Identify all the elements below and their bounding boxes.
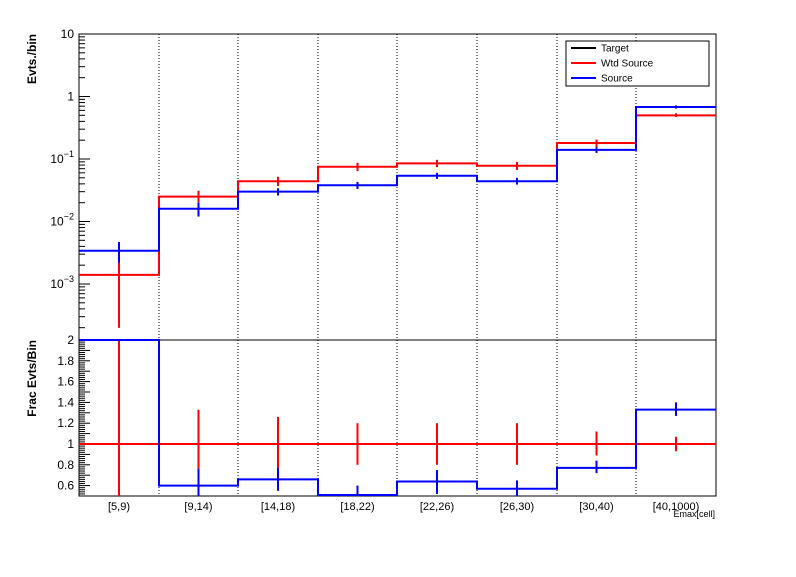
legend-label: Source [601,74,633,85]
x-category-label: [9,14) [184,501,212,513]
top-y-tick-label: 1 [67,90,74,104]
legend-label: Target [601,44,629,55]
x-category-label: [40,1000) [653,501,699,513]
x-category-label: [26,30) [500,501,534,513]
x-category-labels: [5,9) [9,14) [14,18) [18,22) [22,26) [26,30) [… [108,501,699,513]
top-panel-series [79,105,716,328]
top-y-axis-label: Evts./bin [25,34,39,84]
bottom-y-tick-label: 0.6 [57,479,74,493]
bottom-panel-series [79,339,716,496]
bottom-y-tick-label: 2 [67,333,74,347]
bottom-y-tick-label: 1.8 [57,354,74,368]
top-y-tick-label: 10 [61,27,75,41]
bottom-y-axis-label: Frac Evts/Bin [25,340,39,417]
legend-label: Wtd Source [601,59,654,70]
x-category-label: [30,40) [579,501,613,513]
x-category-label: [14,18) [261,501,295,513]
bottom-y-axis: 0.6 0.8 1 1.2 1.4 1.6 1.8 2 [57,333,90,497]
legend-items: Target Wtd Source Source [571,44,654,85]
top-y-tick-label: 10−2 [50,212,74,229]
x-category-label: [18,22) [340,501,374,513]
top-y-tick-label: 10−1 [50,149,74,166]
top-y-tick-label: 10−3 [50,274,74,291]
bottom-y-tick-label: 0.8 [57,458,74,472]
bottom-y-tick-label: 1 [67,437,74,451]
bottom-y-tick-label: 1.4 [57,395,74,409]
top-y-axis: 10 1 10−1 10−2 10−3 [50,27,90,329]
legend: Target Wtd Source Source [565,40,710,87]
x-category-label: [5,9) [108,501,130,513]
bottom-y-tick-label: 1.2 [57,416,74,430]
bottom-y-tick-label: 1.6 [57,375,74,389]
x-axis-label: Emax[cell] [673,509,715,519]
bottom-panel-frame [78,339,717,497]
x-category-label: [22,26) [420,501,454,513]
